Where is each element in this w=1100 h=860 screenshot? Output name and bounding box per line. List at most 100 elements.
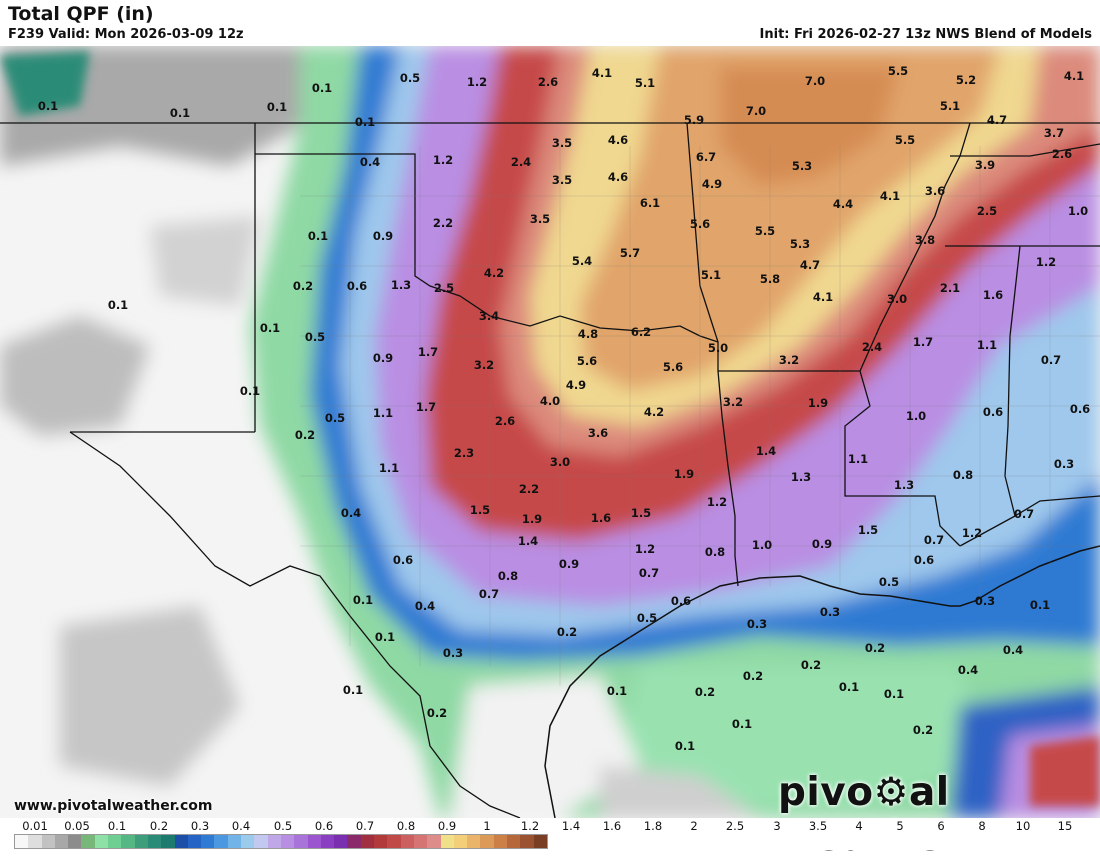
qpf-value-label: 1.1 — [977, 338, 997, 352]
qpf-value-label: 0.9 — [559, 557, 579, 571]
qpf-value-label: 0.3 — [1054, 457, 1074, 471]
qpf-value-label: 1.3 — [791, 470, 811, 484]
colorbar-tick-label: 6 — [937, 819, 945, 833]
qpf-value-label: 3.0 — [887, 292, 907, 306]
qpf-value-label: 5.4 — [572, 254, 592, 268]
qpf-value-label: 1.6 — [591, 511, 611, 525]
qpf-value-label: 6.1 — [640, 196, 660, 210]
colorbar-tick-label: 4 — [855, 819, 863, 833]
qpf-value-label: 1.2 — [467, 75, 487, 89]
qpf-value-label: 0.1 — [267, 100, 287, 114]
qpf-value-label: 5.6 — [690, 217, 710, 231]
qpf-value-label: 0.6 — [347, 279, 367, 293]
colorbar-swatch — [334, 835, 348, 848]
map-title: Total QPF (in) — [8, 3, 154, 25]
colorbar-swatch — [201, 835, 215, 848]
qpf-value-label: 1.5 — [631, 506, 651, 520]
colorbar-labels: 0.01 0.05 0.1 0.2 0.3 0.4 0.5 0.6 0.7 0.8 0.9 1 1.2 1… — [0, 819, 1100, 833]
qpf-value-label: 2.6 — [1052, 147, 1072, 161]
colorbar-swatch — [400, 835, 414, 848]
colorbar-tick-label: 0.7 — [355, 819, 375, 833]
qpf-value-label: 5.3 — [790, 237, 810, 251]
colorbar-swatch — [440, 835, 454, 848]
qpf-value-label: 0.1 — [1030, 598, 1050, 612]
colorbar-tick-label: 0.5 — [273, 819, 293, 833]
qpf-value-label: 4.6 — [608, 133, 628, 147]
qpf-value-label: 0.6 — [671, 594, 691, 608]
qpf-value-label: 0.1 — [353, 593, 373, 607]
colorbar-swatch — [254, 835, 268, 848]
qpf-value-label: 3.2 — [779, 353, 799, 367]
colorbar-tick-label: 0.6 — [314, 819, 334, 833]
qpf-value-label: 1.9 — [674, 467, 694, 481]
qpf-value-label: 0.8 — [705, 545, 725, 559]
colorbar-swatch — [280, 835, 295, 848]
gear-icon: ⚙ — [873, 770, 909, 815]
qpf-value-label: 4.1 — [880, 189, 900, 203]
qpf-value-label: 4.7 — [987, 113, 1007, 127]
colorbar-swatch — [174, 835, 188, 848]
qpf-value-label: 3.5 — [552, 173, 572, 187]
qpf-value-label: 5.1 — [940, 99, 960, 113]
qpf-value-label: 0.5 — [325, 411, 345, 425]
qpf-value-label: 3.6 — [925, 184, 945, 198]
colorbar-swatch — [68, 835, 82, 848]
qpf-value-label: 1.3 — [894, 478, 914, 492]
colorbar-swatch — [41, 835, 55, 848]
colorbar-tick-label: 1.4 — [561, 819, 581, 833]
colorbar-tick-label: 15 — [1057, 819, 1073, 833]
colorbar-tick-label: 0.9 — [437, 819, 457, 833]
qpf-value-label: 0.4 — [958, 663, 978, 677]
colorbar: 0.01 0.05 0.1 0.2 0.3 0.4 0.5 0.6 0.7 0.8 0.9 1 1.2 1… — [0, 818, 1100, 850]
qpf-value-label: 0.8 — [953, 468, 973, 482]
qpf-value-label: 0.2 — [743, 669, 763, 683]
qpf-value-label: 4.0 — [540, 394, 560, 408]
website-url: www.pivotalweather.com — [14, 798, 213, 814]
colorbar-tick-label: 2.5 — [725, 819, 745, 833]
qpf-value-label: 3.7 — [1044, 126, 1064, 140]
colorbar-tick-label: 1 — [483, 819, 491, 833]
qpf-value-label: 0.4 — [360, 155, 380, 169]
colorbar-tick-label: 1.8 — [643, 819, 663, 833]
colorbar-swatch — [147, 835, 162, 848]
qpf-value-label: 0.2 — [427, 706, 447, 720]
colorbar-swatch — [520, 835, 534, 848]
qpf-value-label: 1.0 — [1068, 204, 1088, 218]
qpf-value-label: 0.1 — [260, 321, 280, 335]
valid-time: F239 Valid: Mon 2026-03-09 12z — [8, 27, 244, 42]
qpf-value-label: 5.5 — [755, 224, 775, 238]
colorbar-tick-label: 0.01 — [22, 819, 48, 833]
qpf-value-label: 3.6 — [588, 426, 608, 440]
qpf-value-label: 4.1 — [1064, 69, 1084, 83]
qpf-value-label: 0.9 — [373, 229, 393, 243]
qpf-value-label: 0.7 — [1014, 507, 1034, 521]
colorbar-swatch — [227, 835, 242, 848]
colorbar-tick-label: 0.4 — [231, 819, 251, 833]
qpf-value-label: 0.7 — [1041, 353, 1061, 367]
qpf-value-label: 1.5 — [858, 523, 878, 537]
qpf-value-label: 0.1 — [38, 99, 58, 113]
colorbar-swatch — [161, 835, 175, 848]
qpf-value-label: 2.5 — [434, 281, 454, 295]
qpf-value-label: 5.3 — [792, 159, 812, 173]
qpf-value-label: 5.0 — [708, 341, 728, 355]
qpf-value-label: 0.6 — [1070, 402, 1090, 416]
qpf-value-label: 4.8 — [578, 327, 598, 341]
colorbar-swatch — [387, 835, 401, 848]
qpf-value-label: 1.7 — [913, 335, 933, 349]
init-time: Init: Fri 2026-02-27 13z NWS Blend of Mo… — [759, 27, 1092, 42]
qpf-value-label: 0.4 — [1003, 643, 1023, 657]
qpf-value-label: 1.2 — [707, 495, 727, 509]
qpf-value-label: 1.2 — [433, 153, 453, 167]
qpf-value-label: 0.2 — [293, 279, 313, 293]
qpf-value-label: 2.2 — [519, 482, 539, 496]
colorbar-swatch — [28, 835, 42, 848]
qpf-value-label: 3.5 — [552, 136, 572, 150]
colorbar-tick-label: 1.6 — [602, 819, 622, 833]
colorbar-swatch — [413, 835, 428, 848]
qpf-value-label: 4.6 — [608, 170, 628, 184]
qpf-value-label: 1.7 — [418, 345, 438, 359]
colorbar-swatch — [506, 835, 521, 848]
qpf-value-label: 4.1 — [592, 66, 612, 80]
qpf-value-label: 1.0 — [906, 409, 926, 423]
